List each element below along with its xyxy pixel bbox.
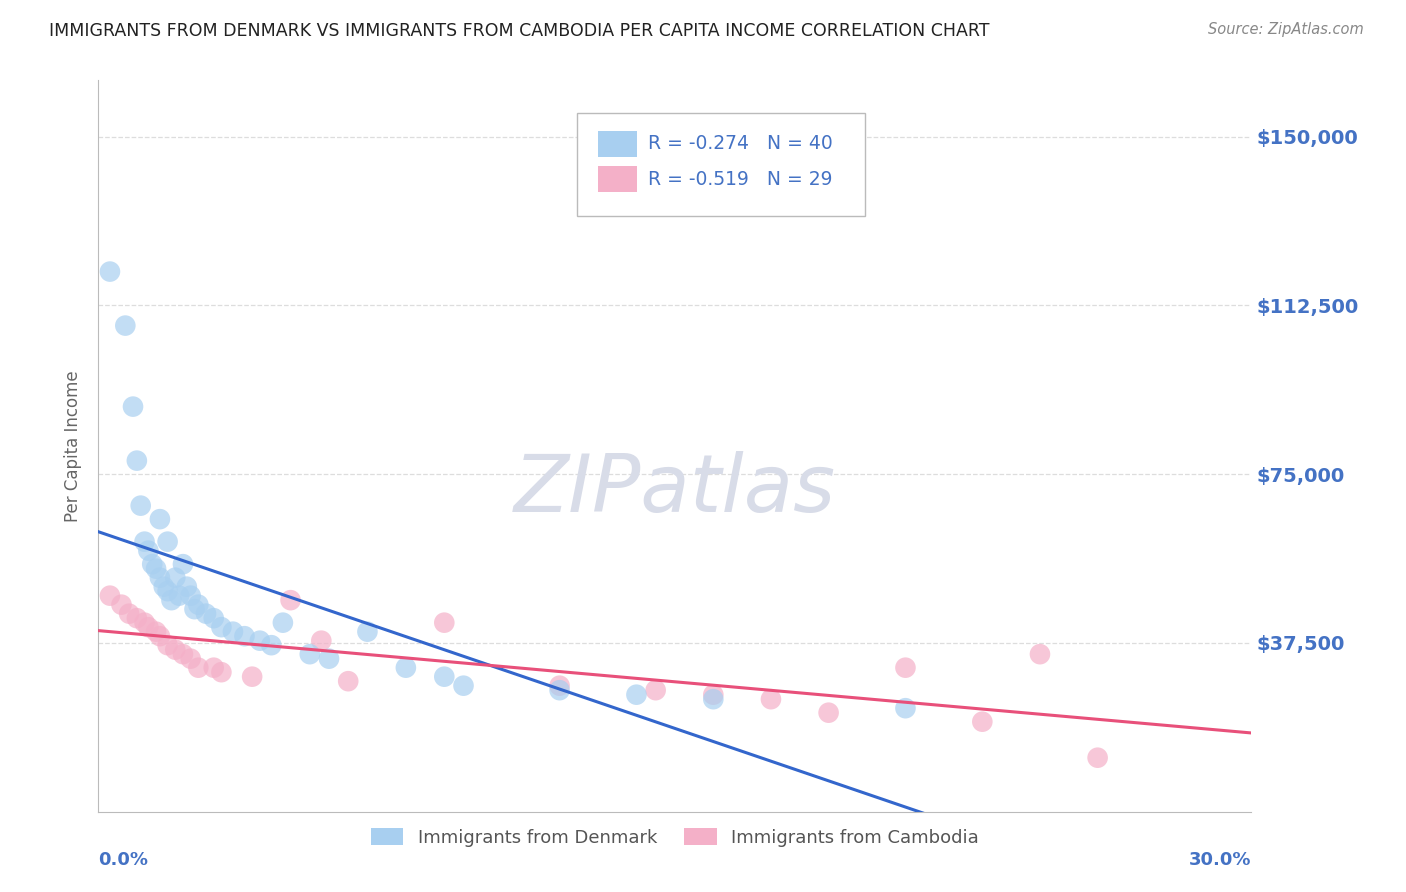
Point — [149, 571, 172, 585]
Point — [172, 647, 194, 661]
Point — [260, 638, 283, 652]
Point — [1029, 647, 1052, 661]
Text: R = -0.519   N = 29: R = -0.519 N = 29 — [648, 169, 832, 188]
Point — [172, 557, 194, 571]
Point — [433, 615, 456, 630]
Point — [433, 670, 456, 684]
Point — [134, 534, 156, 549]
Point — [167, 589, 190, 603]
Point — [118, 607, 141, 621]
Point — [222, 624, 245, 639]
Point — [176, 580, 198, 594]
Point — [152, 580, 174, 594]
Point — [183, 602, 205, 616]
Point — [702, 688, 724, 702]
Point — [145, 624, 167, 639]
Point — [180, 589, 202, 603]
Text: ZIPatlas: ZIPatlas — [513, 450, 837, 529]
Point — [202, 611, 225, 625]
Point — [202, 661, 225, 675]
Point — [972, 714, 994, 729]
Point — [548, 679, 571, 693]
Point — [156, 584, 179, 599]
Point — [894, 661, 917, 675]
Text: 30.0%: 30.0% — [1189, 851, 1251, 869]
Point — [98, 589, 121, 603]
Point — [149, 512, 172, 526]
Point — [129, 499, 152, 513]
Point — [195, 607, 218, 621]
Point — [138, 543, 160, 558]
Point — [134, 615, 156, 630]
Point — [145, 562, 167, 576]
Point — [318, 651, 340, 665]
Text: 0.0%: 0.0% — [98, 851, 149, 869]
Point — [165, 642, 187, 657]
Point — [311, 633, 333, 648]
Point — [233, 629, 256, 643]
Point — [240, 670, 263, 684]
Point — [548, 683, 571, 698]
Point — [141, 557, 163, 571]
Point — [110, 598, 132, 612]
Point — [114, 318, 136, 333]
FancyBboxPatch shape — [598, 131, 637, 157]
Legend: Immigrants from Denmark, Immigrants from Cambodia: Immigrants from Denmark, Immigrants from… — [364, 822, 986, 854]
Point — [160, 593, 183, 607]
Point — [271, 615, 294, 630]
Point — [249, 633, 271, 648]
Point — [187, 661, 209, 675]
Point — [165, 571, 187, 585]
Point — [138, 620, 160, 634]
Point — [125, 611, 148, 625]
Point — [817, 706, 839, 720]
FancyBboxPatch shape — [576, 113, 865, 216]
Point — [209, 620, 232, 634]
Point — [180, 651, 202, 665]
Text: Source: ZipAtlas.com: Source: ZipAtlas.com — [1208, 22, 1364, 37]
Text: IMMIGRANTS FROM DENMARK VS IMMIGRANTS FROM CAMBODIA PER CAPITA INCOME CORRELATIO: IMMIGRANTS FROM DENMARK VS IMMIGRANTS FR… — [49, 22, 990, 40]
Point — [894, 701, 917, 715]
Point — [98, 264, 121, 278]
FancyBboxPatch shape — [598, 166, 637, 192]
Y-axis label: Per Capita Income: Per Capita Income — [65, 370, 83, 522]
Point — [702, 692, 724, 706]
Point — [149, 629, 172, 643]
Point — [209, 665, 232, 680]
Point — [156, 638, 179, 652]
Point — [156, 534, 179, 549]
Point — [187, 598, 209, 612]
Text: R = -0.274   N = 40: R = -0.274 N = 40 — [648, 135, 834, 153]
Point — [280, 593, 302, 607]
Point — [356, 624, 378, 639]
Point — [337, 674, 360, 689]
Point — [759, 692, 782, 706]
Point — [395, 661, 418, 675]
Point — [644, 683, 666, 698]
Point — [122, 400, 145, 414]
Point — [453, 679, 475, 693]
Point — [298, 647, 321, 661]
Point — [1087, 750, 1109, 764]
Point — [125, 453, 148, 467]
Point — [626, 688, 648, 702]
